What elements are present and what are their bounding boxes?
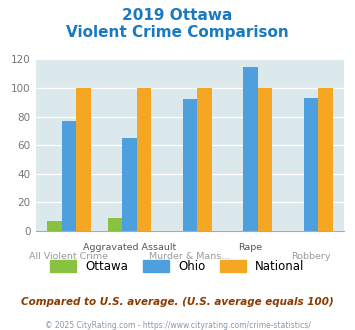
Text: © 2025 CityRating.com - https://www.cityrating.com/crime-statistics/: © 2025 CityRating.com - https://www.city… (45, 321, 310, 330)
Text: Violent Crime Comparison: Violent Crime Comparison (66, 25, 289, 40)
Bar (197, 88, 212, 231)
Text: Aggravated Assault: Aggravated Assault (83, 243, 176, 251)
Text: 2019 Ottawa: 2019 Ottawa (122, 8, 233, 23)
Text: Robbery: Robbery (291, 252, 331, 261)
Bar (137, 88, 151, 231)
Bar (183, 99, 197, 231)
Bar (243, 67, 258, 231)
Bar (108, 218, 122, 231)
Text: Murder & Mans...: Murder & Mans... (149, 252, 230, 261)
Bar (61, 121, 76, 231)
Text: Rape: Rape (239, 243, 263, 251)
Bar (47, 221, 61, 231)
Text: Compared to U.S. average. (U.S. average equals 100): Compared to U.S. average. (U.S. average … (21, 297, 334, 307)
Text: All Violent Crime: All Violent Crime (29, 252, 108, 261)
Legend: Ottawa, Ohio, National: Ottawa, Ohio, National (50, 260, 305, 273)
Bar (318, 88, 333, 231)
Bar (122, 138, 137, 231)
Bar (304, 98, 318, 231)
Bar (76, 88, 91, 231)
Bar (258, 88, 272, 231)
